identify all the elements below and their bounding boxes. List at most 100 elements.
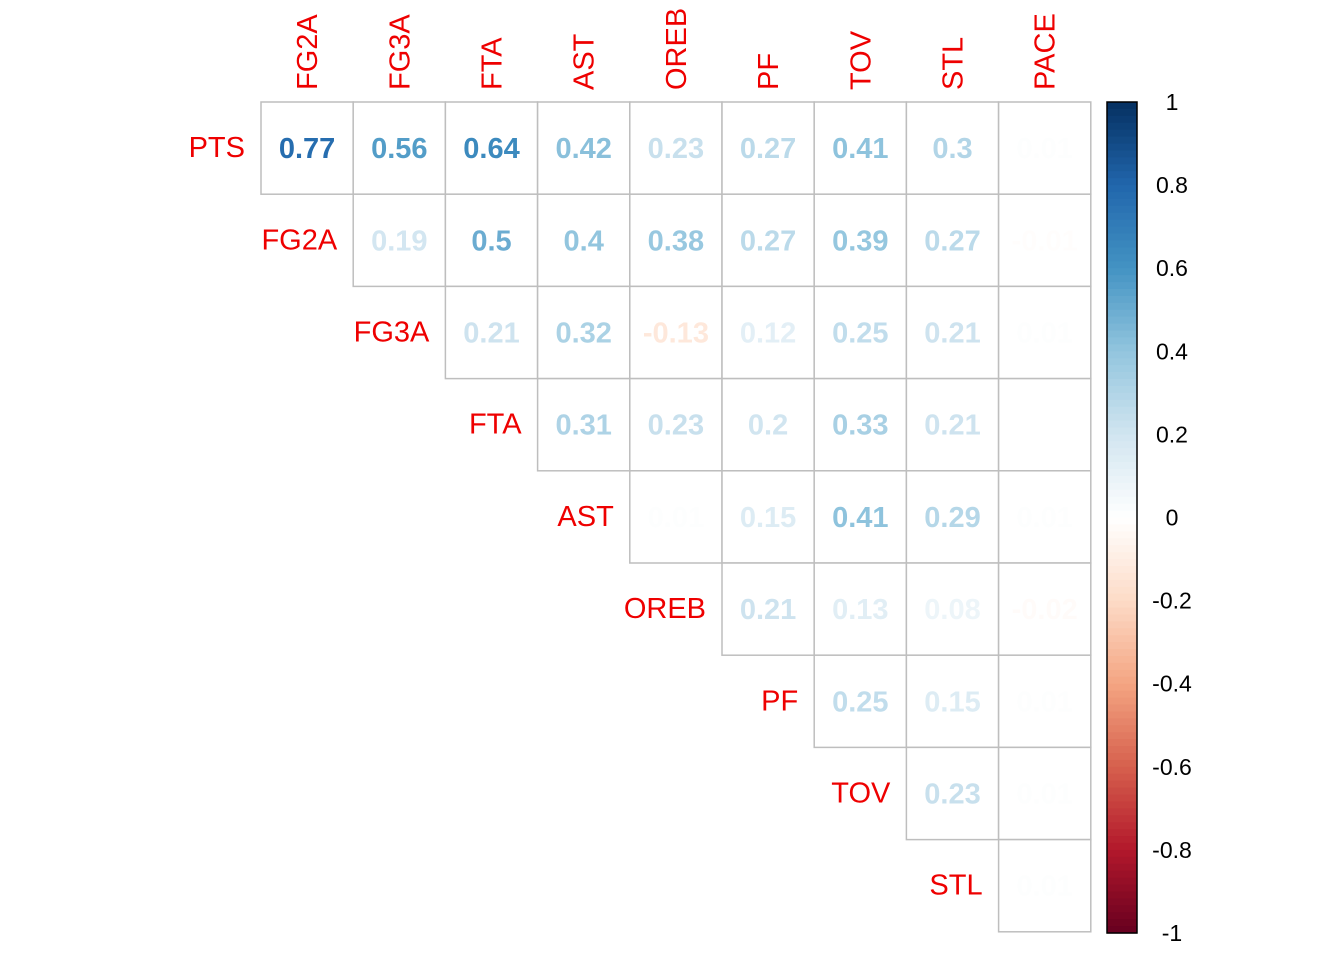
colorbar-segment [1107,261,1137,269]
colorbar-segment [1107,780,1137,789]
colorbar-segment [1107,676,1137,685]
colorbar-segment [1107,752,1137,761]
cell-value-AST-OREB: 0.01 [648,502,704,534]
colorbar-segment [1107,150,1137,158]
colorbar-segment [1107,822,1137,830]
colorbar-segment [1107,794,1137,803]
colorbar-segment [1107,205,1137,214]
colorbar-segment [1107,905,1137,913]
colorbar-segment [1107,842,1137,851]
colorbar-segment [1107,531,1137,539]
colorbar-segment [1107,309,1137,318]
colorbar-segment [1107,607,1137,616]
colorbar-segment [1107,926,1137,934]
cell-value-FG2A-TOV: 0.39 [832,225,888,257]
cell-FTA-AST [536,377,631,472]
cell-value-FG3A-STL: 0.21 [924,318,980,350]
colorbar-segment [1107,247,1137,255]
colorbar-segment [1107,801,1137,809]
colorbar-segment [1107,351,1137,359]
colorbar-segment [1107,178,1137,186]
colorbar-segment [1107,475,1137,484]
colorbar-tick-label: 0.2 [1156,421,1188,447]
cell-FG3A-OREB [629,285,723,380]
colorbar-segment [1107,593,1137,602]
row-label-OREB: OREB [624,593,706,625]
cell-value-AST-PF: 0.15 [740,502,796,534]
cell-PTS-FG3A [352,101,447,195]
col-label-PF: PF [753,53,785,90]
colorbar-segment [1107,662,1137,671]
cell-value-PTS-OREB: 0.23 [648,133,704,165]
colorbar-tick-label: -0.4 [1152,671,1192,697]
col-label-OREB: OREB [661,8,693,90]
colorbar: 1 0.8 0.6 0.4 0.2 0 -0.2 -0.4 -0.6 -0.8 -1 [1106,89,1192,946]
colorbar-segment [1107,365,1137,373]
cell-value-FG2A-FTA: 0.5 [471,225,511,257]
colorbar-segment [1107,628,1137,636]
colorbar-segment [1107,136,1137,145]
cell-value-FG3A-TOV: 0.25 [832,318,888,350]
colorbar-segment [1107,683,1137,692]
colorbar-segment [1107,219,1137,228]
col-label-PACE: PACE [1030,13,1062,90]
colorbar-segment [1107,108,1137,117]
row-label-FTA: FTA [469,409,522,441]
cell-FG3A-PACE [997,285,1092,380]
colorbar-segment [1107,330,1137,339]
cell-FG2A-AST [536,193,631,288]
cell-value-FTA-OREB: 0.23 [648,410,704,442]
colorbar-segment [1107,773,1137,782]
colorbar-segment [1107,586,1137,595]
cell-FG3A-PF [721,285,815,380]
colorbar-segment [1107,711,1137,719]
cell-grid: 0.77 0.56 0.64 0.42 0.23 0.27 0.41 0.3 0.01 0.19 0… [260,101,1092,933]
colorbar-segment [1107,739,1137,747]
cell-value-FG2A-OREB: 0.38 [648,225,704,257]
cell-OREB-PACE [997,562,1092,656]
colorbar-segment [1107,385,1137,394]
cell-value-PTS-STL: 0.3 [932,133,972,165]
colorbar-segment [1107,863,1137,872]
colorbar-segment [1107,704,1137,712]
cell-value-TOV-STL: 0.23 [924,779,980,811]
colorbar-segment [1107,157,1137,165]
colorbar-segment [1107,884,1137,893]
colorbar-segment [1107,808,1137,816]
colorbar-segment [1107,898,1137,906]
cell-value-PTS-TOV: 0.41 [832,133,888,165]
colorbar-segment [1107,192,1137,200]
cell-TOV-STL [905,746,1000,841]
col-label-FG2A: FG2A [292,14,324,90]
cell-value-FTA-AST: 0.31 [555,410,611,442]
colorbar-segment [1107,164,1137,172]
colorbar-segment [1107,413,1137,422]
cell-value-FG2A-PF: 0.27 [740,225,796,257]
colorbar-segment [1107,268,1137,276]
col-label-FTA: FTA [477,37,509,90]
cell-TOV-PACE [997,746,1092,841]
colorbar-segment [1107,302,1137,311]
colorbar-segment [1107,198,1137,207]
cell-FG3A-STL [905,285,1000,380]
colorbar-tick-label: -0.8 [1152,837,1192,863]
colorbar-segment [1107,545,1137,553]
col-label-TOV: TOV [845,30,877,90]
colorbar-segment [1107,171,1137,179]
colorbar-segment [1107,288,1137,297]
cell-value-AST-TOV: 0.41 [832,502,888,534]
colorbar-segment [1107,759,1137,768]
cell-value-OREB-PACE: -0.02 [1012,594,1078,626]
cell-value-OREB-STL: 0.08 [924,594,980,626]
colorbar-segment [1107,697,1137,706]
colorbar-segment [1107,344,1137,352]
colorbar-segment [1107,489,1137,498]
colorbar-segment [1107,143,1137,152]
colorbar-segment [1107,510,1137,519]
colorbar-segment [1107,614,1137,622]
col-label-FG3A: FG3A [384,14,416,90]
colorbar-segment [1107,434,1137,442]
cell-value-FG2A-PACE: -0.01 [1012,225,1078,257]
colorbar-segment [1107,427,1137,435]
